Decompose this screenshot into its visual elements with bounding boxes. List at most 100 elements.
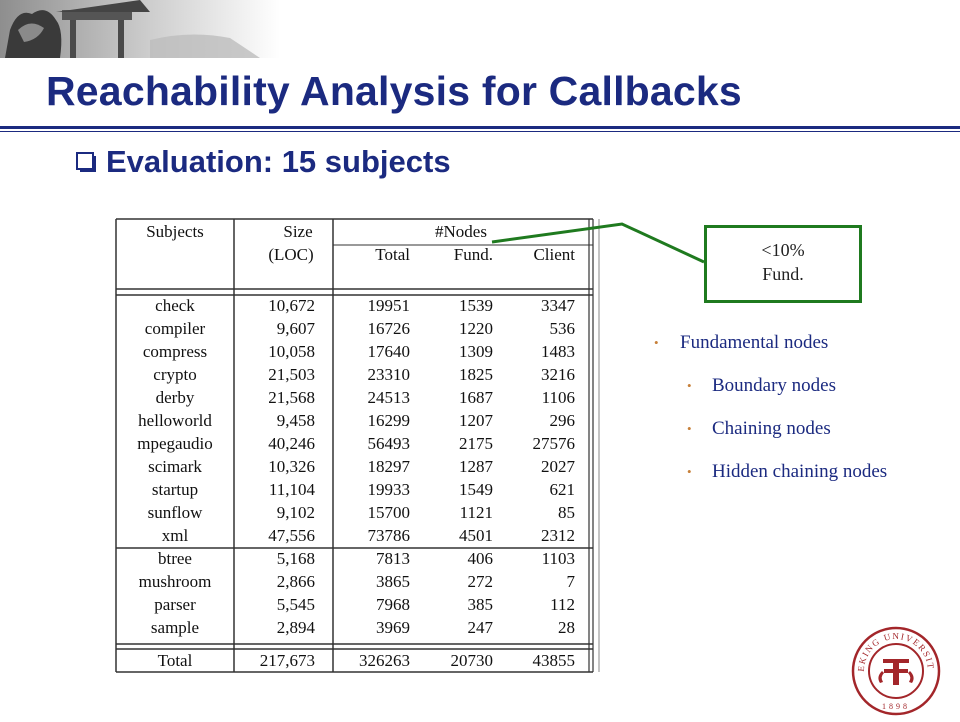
table-cell-total: 19933 xyxy=(368,480,411,499)
subtitle-text: Evaluation: 15 subjects xyxy=(106,144,451,179)
table-cell-size: 10,672 xyxy=(268,296,315,315)
table-cell-subject: xml xyxy=(162,526,189,545)
bullet-text: Chaining nodes xyxy=(712,418,831,439)
table-cell-client: 85 xyxy=(558,503,575,522)
table-cell-size: 10,058 xyxy=(268,342,315,361)
table-cell-subject: scimark xyxy=(148,457,202,476)
total-cell-total: 326263 xyxy=(359,651,410,670)
table-cell-fund: 1825 xyxy=(459,365,493,384)
table-cell-total: 19951 xyxy=(368,296,411,315)
table-cell-subject: compress xyxy=(143,342,207,361)
bullet-item-chaining: • Chaining nodes xyxy=(687,418,948,440)
callout-line-1: <10% xyxy=(761,240,805,260)
table-cell-total: 17640 xyxy=(368,342,411,361)
callout-line-2: Fund. xyxy=(762,264,804,284)
total-cell-fund: 20730 xyxy=(451,651,494,670)
table-cell-subject: mpegaudio xyxy=(137,434,213,453)
bullet-dot-icon: • xyxy=(687,464,692,479)
header-size-unit: (LOC) xyxy=(268,245,313,264)
table-cell-fund: 272 xyxy=(468,572,494,591)
table-cell-size: 9,458 xyxy=(277,411,315,430)
table-cell-fund: 1687 xyxy=(459,388,494,407)
bullet-item-hidden-chaining: • Hidden chaining nodes xyxy=(687,461,948,483)
table-cell-subject: startup xyxy=(152,480,198,499)
bullet-dot-icon: • xyxy=(687,421,692,436)
title-rule xyxy=(0,126,960,129)
table-cell-fund: 406 xyxy=(468,549,494,568)
table-cell-total: 7968 xyxy=(376,595,410,614)
table-cell-subject: sunflow xyxy=(148,503,204,522)
header-nodes-group: #Nodes xyxy=(435,222,487,241)
table-cell-fund: 1287 xyxy=(459,457,494,476)
title-rule-thin xyxy=(0,131,960,132)
table-cell-subject: crypto xyxy=(153,365,196,384)
table-cell-size: 21,503 xyxy=(268,365,315,384)
table-cell-fund: 247 xyxy=(468,618,494,637)
table-cell-fund: 1549 xyxy=(459,480,493,499)
table-cell-client: 2312 xyxy=(541,526,575,545)
table-cell-fund: 1220 xyxy=(459,319,493,338)
header-banner-image xyxy=(0,0,280,58)
bullet-list: • Fundamental nodes • Boundary nodes • C… xyxy=(648,332,948,504)
table-cell-total: 7813 xyxy=(376,549,410,568)
bullet-item-boundary: • Boundary nodes xyxy=(687,375,948,397)
header-subjects: Subjects xyxy=(146,222,204,241)
table-cell-client: 7 xyxy=(567,572,576,591)
checkbox-bullet-icon xyxy=(76,152,98,174)
table-cell-client: 28 xyxy=(558,618,575,637)
table-cell-size: 11,104 xyxy=(269,480,316,499)
header-fund: Fund. xyxy=(454,245,493,264)
bullet-dot-icon: • xyxy=(687,378,692,393)
bullet-dot-icon: • xyxy=(654,335,659,350)
table-cell-subject: mushroom xyxy=(139,572,212,591)
table-cell-size: 47,556 xyxy=(268,526,315,545)
table-cell-client: 536 xyxy=(550,319,576,338)
table-cell-client: 621 xyxy=(550,480,576,499)
bullet-item-fundamental: • Fundamental nodes xyxy=(654,332,948,354)
table-cell-subject: helloworld xyxy=(138,411,212,430)
table-cell-total: 3865 xyxy=(376,572,410,591)
table-cell-subject: btree xyxy=(158,549,192,568)
svg-text:1898: 1898 xyxy=(882,702,910,711)
bullet-text: Boundary nodes xyxy=(712,375,837,396)
table-cell-client: 3216 xyxy=(541,365,575,384)
table-cell-client: 296 xyxy=(550,411,576,430)
table-cell-size: 40,246 xyxy=(268,434,315,453)
table-cell-client: 1483 xyxy=(541,342,575,361)
results-table-svg: Subjects Size (LOC) #Nodes Total Fund. C… xyxy=(115,218,600,673)
table-cell-fund: 1309 xyxy=(459,342,493,361)
table-cell-fund: 1539 xyxy=(459,296,493,315)
table-cell-size: 2,894 xyxy=(277,618,316,637)
callout-box: <10% Fund. xyxy=(704,225,862,303)
table-cell-subject: derby xyxy=(156,388,195,407)
slide-title: Reachability Analysis for Callbacks xyxy=(46,68,742,114)
table-cell-total: 16299 xyxy=(368,411,411,430)
table-cell-total: 15700 xyxy=(368,503,411,522)
table-cell-total: 56493 xyxy=(368,434,411,453)
table-cell-client: 3347 xyxy=(541,296,576,315)
table-cell-client: 2027 xyxy=(541,457,576,476)
results-table: Subjects Size (LOC) #Nodes Total Fund. C… xyxy=(113,215,603,675)
table-cell-client: 1103 xyxy=(542,549,575,568)
table-cell-client: 112 xyxy=(550,595,575,614)
bullet-text: Fundamental nodes xyxy=(680,332,829,353)
table-cell-fund: 2175 xyxy=(459,434,493,453)
table-cell-total: 23310 xyxy=(368,365,411,384)
total-cell-client: 43855 xyxy=(533,651,576,670)
table-cell-fund: 385 xyxy=(468,595,494,614)
table-cell-client: 1106 xyxy=(542,388,575,407)
table-cell-size: 10,326 xyxy=(268,457,315,476)
table-cell-total: 24513 xyxy=(368,388,411,407)
header-total: Total xyxy=(375,245,410,264)
total-cell-subject: Total xyxy=(158,651,193,670)
bullet-text: Hidden chaining nodes xyxy=(712,461,888,482)
table-cell-size: 21,568 xyxy=(268,388,315,407)
table-cell-size: 9,607 xyxy=(277,319,316,338)
table-cell-fund: 4501 xyxy=(459,526,493,545)
table-cell-total: 16726 xyxy=(368,319,411,338)
table-cell-fund: 1121 xyxy=(460,503,493,522)
table-cell-subject: sample xyxy=(151,618,199,637)
table-cell-size: 5,545 xyxy=(277,595,315,614)
table-cell-client: 27576 xyxy=(533,434,576,453)
table-cell-subject: parser xyxy=(154,595,196,614)
